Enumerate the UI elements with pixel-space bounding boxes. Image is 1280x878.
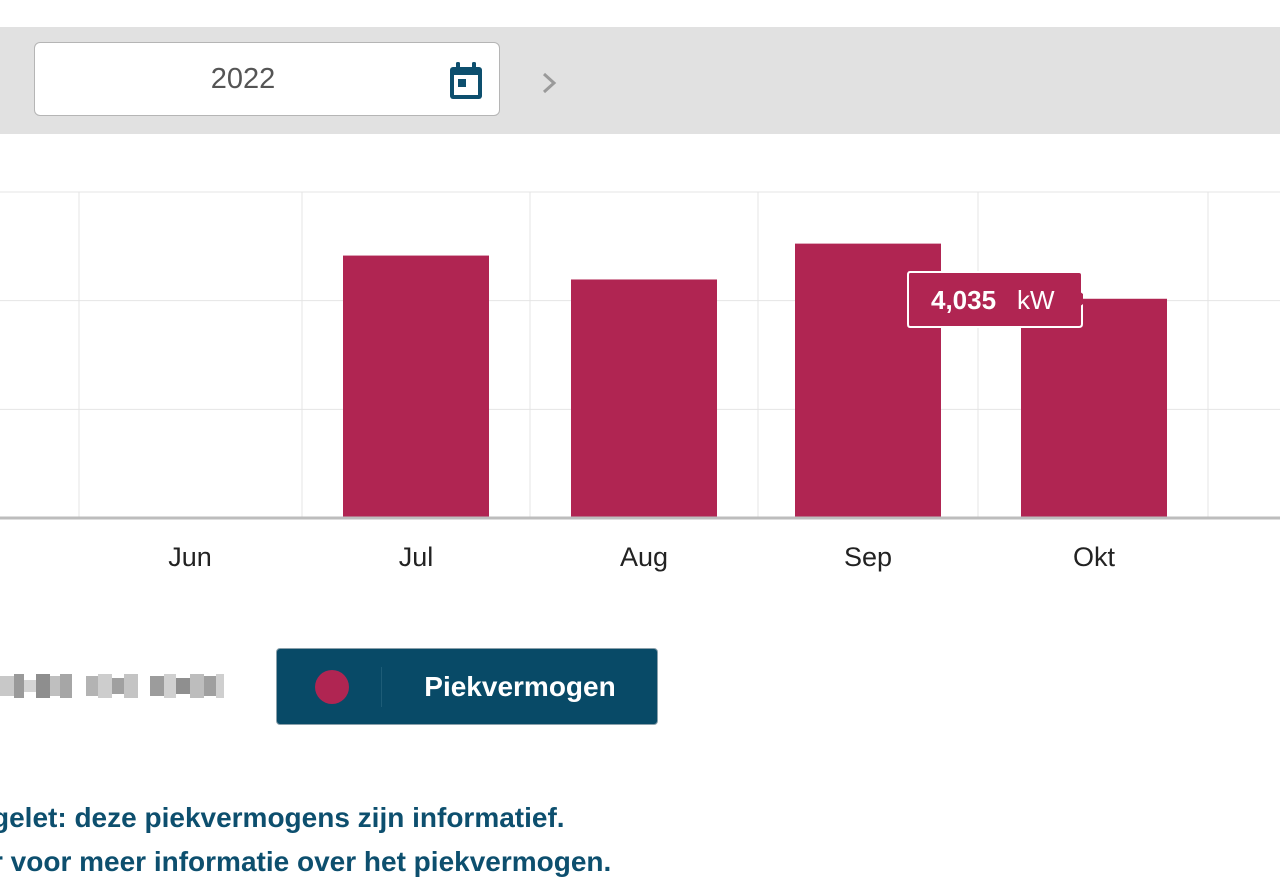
legend-label: Piekvermogen bbox=[424, 671, 616, 702]
tooltip-value: 4,035 bbox=[931, 285, 996, 315]
next-year-chevron-icon[interactable] bbox=[536, 66, 562, 100]
bar-okt bbox=[1021, 298, 1167, 518]
x-tick-label: Jun bbox=[168, 542, 212, 572]
bar-jul bbox=[343, 255, 489, 518]
calendar-icon[interactable] bbox=[447, 61, 485, 101]
bar-aug bbox=[571, 279, 717, 518]
info-note-line-1: gelet: deze piekvermogens zijn informati… bbox=[0, 802, 565, 833]
peak-power-bar-chart: Jun Jul Aug Sep Okt bbox=[0, 191, 1280, 572]
legend-toggle-piekvermogen[interactable]: Piekvermogen bbox=[276, 648, 658, 725]
legend-divider bbox=[381, 667, 382, 707]
blurred-label bbox=[0, 674, 224, 698]
year-value: 2022 bbox=[210, 63, 276, 95]
value-tooltip: 4,035 kW bbox=[907, 271, 1083, 328]
year-picker-field[interactable]: 2022 bbox=[34, 42, 500, 116]
tooltip-unit: kW bbox=[1017, 285, 1055, 315]
info-note-line-2[interactable]: r voor meer informatie over het piekverm… bbox=[0, 846, 612, 877]
x-tick-label: Sep bbox=[844, 542, 892, 572]
x-tick-label: Jul bbox=[399, 542, 434, 572]
x-tick-label: Okt bbox=[1073, 542, 1116, 572]
series-color-dot bbox=[315, 670, 349, 704]
x-tick-label: Aug bbox=[620, 542, 668, 572]
